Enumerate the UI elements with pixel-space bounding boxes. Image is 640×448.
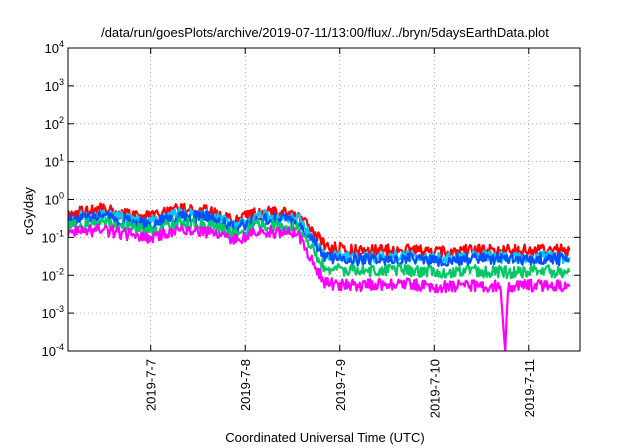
y-tick-exponent: 3 [59, 77, 64, 87]
y-tick-base: 10 [45, 155, 59, 170]
y-tick-exponent: -1 [56, 228, 64, 238]
y-tick-base: 10 [42, 268, 56, 283]
y-tick-base: 10 [45, 117, 59, 132]
x-tick-label: 2019-7-9 [333, 359, 348, 411]
y-tick-label: 10-3 [42, 304, 64, 321]
y-tick-exponent: -2 [56, 266, 64, 276]
x-tick-label: 2019-7-10 [427, 359, 442, 418]
y-tick-label: 103 [45, 77, 64, 94]
y-tick-base: 10 [45, 41, 59, 56]
y-tick-base: 10 [45, 193, 59, 208]
y-tick-exponent: -3 [56, 304, 64, 314]
series-line [68, 216, 571, 280]
y-axis-label: cGy/day [21, 187, 36, 235]
y-tick-label: 101 [45, 153, 64, 170]
chart-title: /data/run/goesPlots/archive/2019-07-11/1… [101, 25, 549, 40]
y-tick-label: 104 [45, 39, 64, 56]
y-tick-label: 100 [45, 191, 64, 208]
series-group [68, 202, 571, 351]
y-tick-base: 10 [42, 230, 56, 245]
x-ticks: 2019-7-7 2019-7-8 2019-7-9 2019-7-10 2019-7-… [144, 48, 537, 418]
y-tick-exponent: 2 [59, 115, 64, 125]
series-line [68, 223, 571, 351]
y-tick-exponent: 0 [59, 191, 64, 201]
y-tick-base: 10 [42, 344, 56, 359]
series-line [68, 202, 571, 259]
y-tick-label: 10-2 [42, 266, 64, 283]
x-axis-label: Coordinated Universal Time (UTC) [225, 430, 424, 445]
y-tick-exponent: -4 [56, 342, 64, 352]
y-tick-base: 10 [42, 306, 56, 321]
x-tick-label: 2019-7-8 [238, 359, 253, 411]
series-line [68, 210, 571, 268]
y-tick-exponent: 1 [59, 153, 64, 163]
grid [68, 48, 580, 351]
x-tick-label: 2019-7-7 [144, 359, 159, 411]
y-tick-base: 10 [45, 79, 59, 94]
y-tick-label: 10-1 [42, 228, 64, 245]
y-tick-label: 102 [45, 115, 64, 132]
x-tick-label: 2019-7-11 [522, 359, 537, 417]
y-tick-exponent: 4 [59, 39, 64, 49]
y-tick-label: 10-4 [42, 342, 64, 359]
